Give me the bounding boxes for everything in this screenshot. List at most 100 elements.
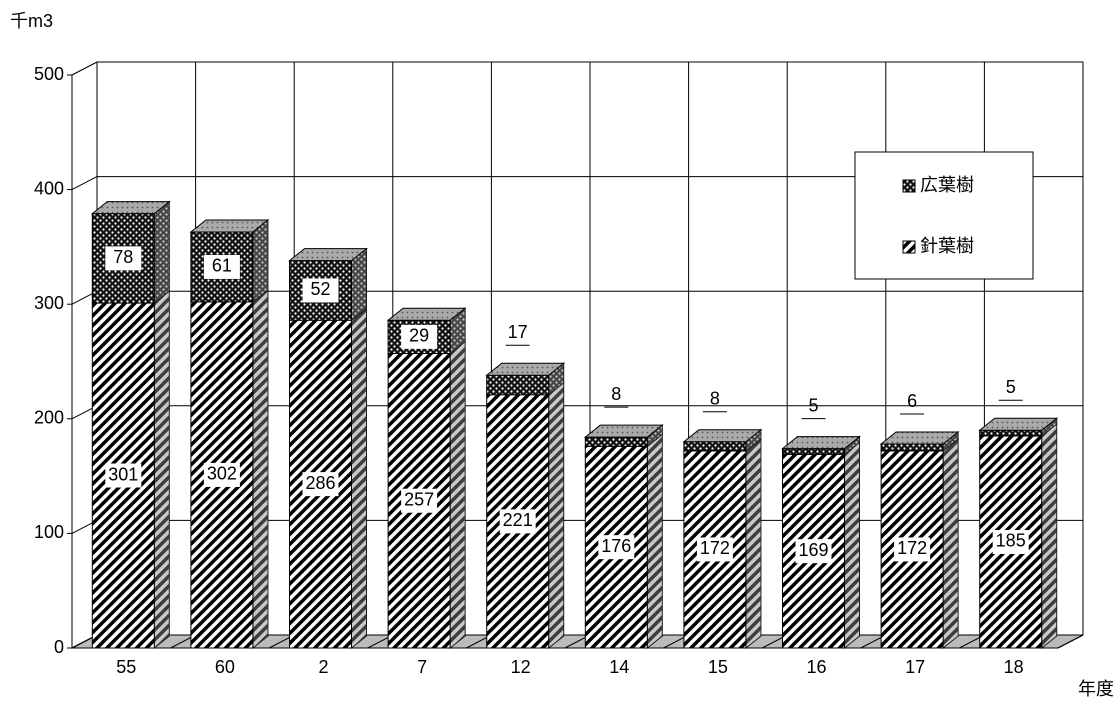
bar-side-shade	[450, 308, 466, 354]
bar-side-shade	[745, 429, 761, 451]
data-label-box	[302, 278, 339, 303]
data-label-box	[992, 529, 1029, 554]
data-label: 185	[996, 531, 1026, 551]
bar-side-shade	[1041, 423, 1057, 648]
data-label-box	[401, 324, 438, 349]
bar	[683, 441, 747, 452]
bar-side-shade	[1041, 418, 1057, 436]
legend-label: 広葉樹	[920, 175, 974, 195]
x-tick-label: 16	[806, 657, 826, 677]
bar-side-shade	[647, 434, 663, 648]
grid-diagonal	[71, 61, 98, 76]
x-tick-label: 14	[609, 657, 629, 677]
x-tick-label: 2	[318, 657, 328, 677]
legend-swatch	[902, 240, 916, 254]
data-label: 5	[1006, 377, 1016, 397]
bar	[584, 436, 648, 447]
floor-line	[1057, 634, 1084, 649]
data-label: 8	[710, 388, 720, 408]
bar-side-shade	[154, 201, 170, 304]
bar-top	[288, 248, 368, 262]
grid-diagonal	[71, 176, 98, 191]
data-label: 52	[310, 279, 330, 299]
data-label: 172	[897, 538, 927, 558]
bar-top	[583, 424, 664, 438]
bar-top	[682, 429, 763, 443]
x-tick-label: 55	[116, 657, 136, 677]
bar-side-shade	[351, 248, 367, 321]
data-label: 5	[808, 395, 818, 415]
data-label: 61	[212, 256, 232, 276]
y-tick-label: 200	[34, 408, 64, 428]
data-label: 29	[409, 326, 429, 346]
bar-top	[485, 362, 566, 376]
data-label: 169	[798, 540, 828, 560]
data-label-box	[302, 472, 339, 497]
data-label-box	[203, 254, 240, 279]
bar	[880, 443, 944, 452]
bar-side-shade	[548, 363, 564, 395]
data-label: 301	[108, 464, 138, 484]
data-label: 257	[404, 489, 434, 509]
bar	[683, 450, 747, 649]
data-label-box	[401, 488, 438, 513]
data-label-box	[696, 537, 733, 562]
data-label: 17	[508, 322, 528, 342]
bar	[486, 374, 550, 396]
data-label-box	[598, 535, 635, 560]
bar-side-shade	[844, 436, 860, 455]
data-label-box	[795, 539, 832, 564]
data-label: 176	[601, 536, 631, 556]
bar-side-shade	[943, 438, 959, 648]
data-label: 286	[305, 473, 335, 493]
data-label-box	[105, 246, 142, 271]
legend-swatch	[902, 179, 916, 193]
bar-side-shade	[450, 341, 466, 648]
x-tick-label: 17	[905, 657, 925, 677]
x-axis-label: 年度	[1078, 679, 1114, 699]
data-label-box	[499, 509, 536, 534]
data-label-box	[203, 462, 240, 487]
bar-side-shade	[252, 220, 268, 302]
bar-side-shade	[943, 432, 959, 451]
bar-side-shade	[745, 438, 761, 648]
data-label: 6	[907, 391, 917, 411]
y-tick-label: 0	[54, 637, 64, 657]
bar-side-shade	[844, 442, 860, 648]
y-tick-label: 100	[34, 522, 64, 542]
legend-label: 針葉樹	[920, 236, 974, 256]
y-tick-label: 300	[34, 293, 64, 313]
data-label: 8	[611, 384, 621, 404]
legend-box	[854, 151, 1034, 280]
bar-top	[386, 307, 467, 321]
bar	[979, 429, 1043, 437]
bar-top	[781, 436, 861, 450]
bar-side-shade	[548, 382, 564, 648]
bar-side-shade	[252, 289, 268, 648]
bar-top	[978, 417, 1059, 431]
x-tick-label: 18	[1004, 657, 1024, 677]
data-label: 302	[207, 464, 237, 484]
data-label: 78	[113, 247, 133, 267]
bar-side-shade	[647, 425, 663, 447]
bars: 5530178603026122865272572912221171417681…	[90, 200, 1059, 677]
bar-top	[90, 201, 171, 215]
bar-top	[189, 219, 270, 233]
data-label: 221	[503, 510, 533, 530]
x-tick-label: 7	[417, 657, 427, 677]
x-tick-label: 15	[708, 657, 728, 677]
bar-side-shade	[351, 308, 367, 648]
bar-side-shade	[154, 291, 170, 648]
bar	[782, 448, 845, 455]
y-unit: 千m3	[10, 11, 53, 31]
data-label-box	[894, 537, 931, 562]
x-tick-label: 60	[215, 657, 235, 677]
y-tick-label: 400	[34, 178, 64, 198]
bar-top	[879, 431, 960, 445]
y-tick-label: 500	[34, 64, 64, 84]
data-label-box	[105, 463, 142, 488]
x-tick-label: 12	[511, 657, 531, 677]
